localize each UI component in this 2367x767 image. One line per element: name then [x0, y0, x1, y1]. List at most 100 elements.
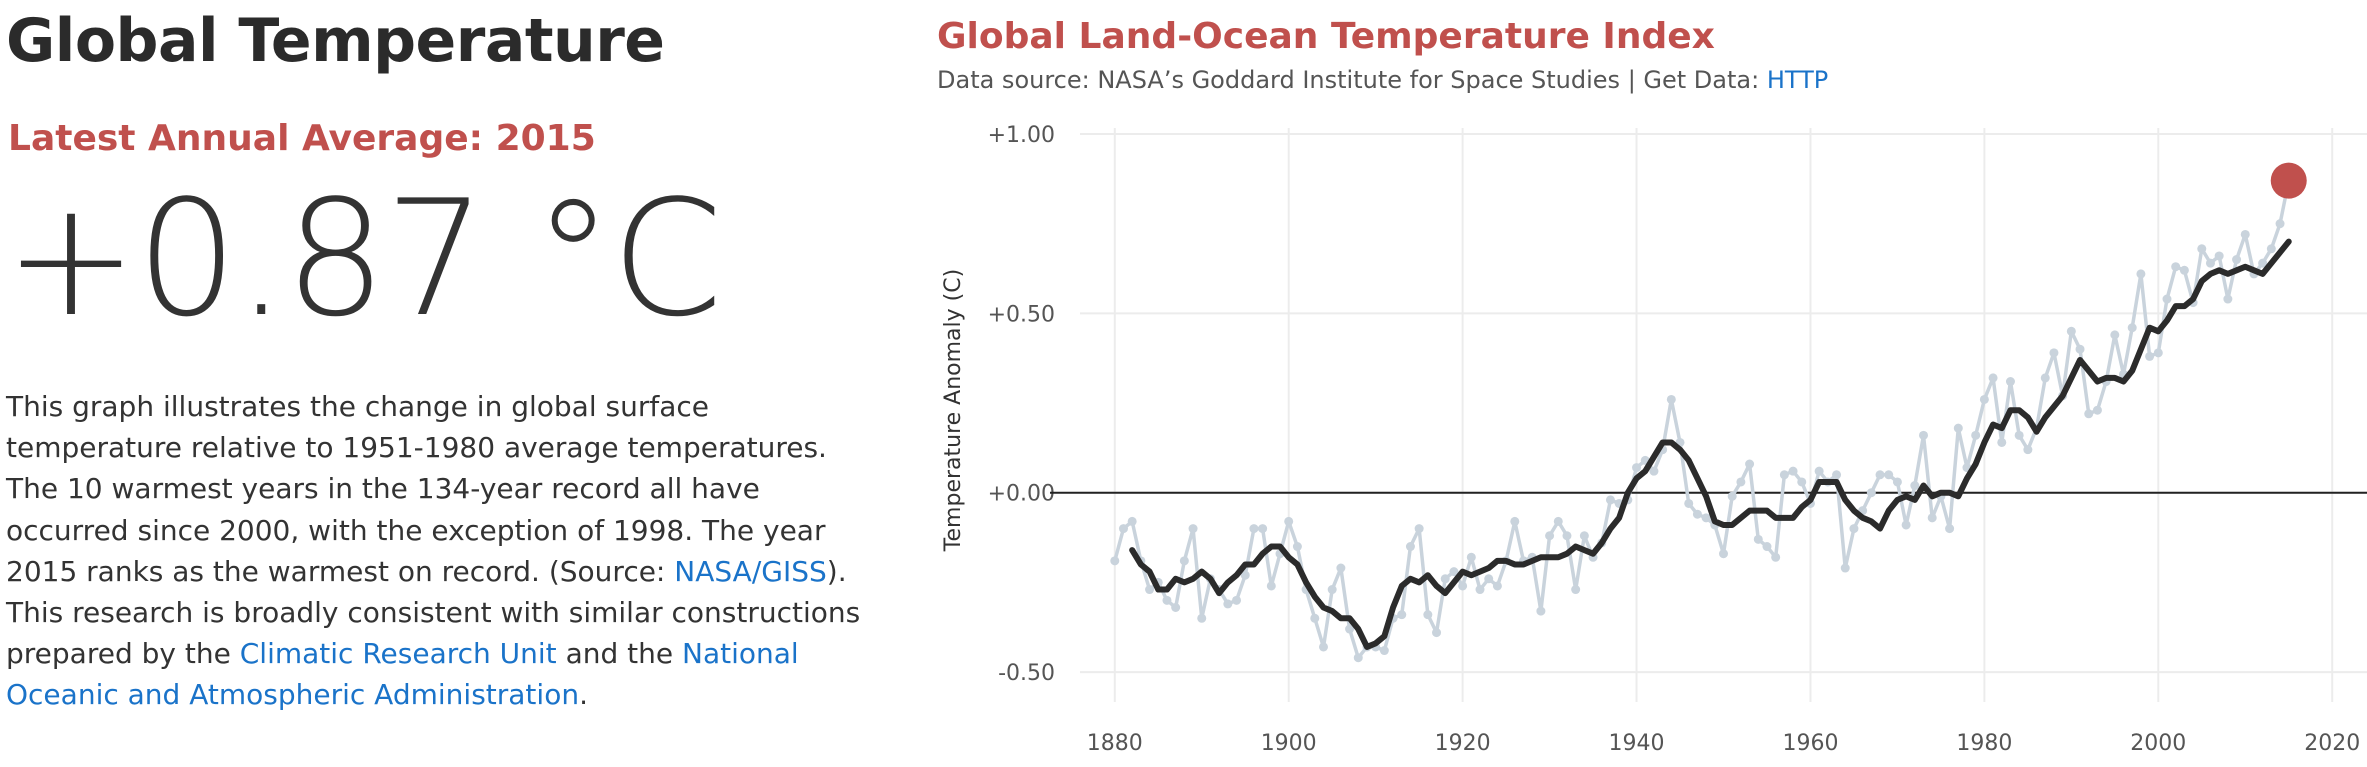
- annual-point-1979: [1971, 430, 1981, 440]
- annual-point-2009: [2232, 255, 2242, 265]
- annual-point-1918: [1440, 574, 1450, 584]
- annual-point-2012: [2258, 258, 2268, 268]
- annual-point-1923: [1484, 574, 1494, 584]
- annual-point-1980: [1979, 394, 1989, 404]
- annual-point-1940: [1632, 463, 1642, 473]
- noaa-link[interactable]: National Oceanic and Atmospheric Adminis…: [6, 637, 799, 712]
- annual-point-1991: [2075, 344, 2085, 354]
- annual-point-1964: [1840, 563, 1850, 573]
- annual-point-1898: [1266, 581, 1276, 591]
- annual-point-1955: [1762, 542, 1772, 552]
- annual-point-1917: [1432, 628, 1442, 638]
- annual-point-1958: [1788, 466, 1798, 476]
- annual-point-1957: [1779, 470, 1789, 480]
- annual-point-2006: [2205, 258, 2215, 268]
- summary-panel: Global Temperature Latest Annual Average…: [0, 0, 900, 767]
- annual-point-1889: [1188, 524, 1198, 534]
- smoothed-series: [1129, 238, 2292, 650]
- annual-point-1913: [1397, 610, 1407, 620]
- annual-point-1905: [1327, 585, 1337, 595]
- annual-point-1930: [1545, 531, 1555, 541]
- y-tick-label-2: +0.00: [988, 482, 1055, 507]
- annual-point-1914: [1405, 542, 1415, 552]
- annual-point-2002: [2171, 262, 2181, 272]
- description-text-2: ). This research is broadly consistent w…: [6, 554, 861, 671]
- x-tick-label-1880: 1880: [1087, 731, 1143, 756]
- annual-point-1942: [1649, 466, 1659, 476]
- annual-point-1916: [1423, 610, 1433, 620]
- annual-point-1920: [1458, 581, 1468, 591]
- annual-point-1946: [1684, 498, 1694, 508]
- annual-point-1998: [2136, 269, 2146, 279]
- annual-point-1970: [1892, 477, 1902, 487]
- annual-point-1988: [2049, 348, 2059, 358]
- annual-point-1886: [1162, 595, 1172, 605]
- annual-point-1894: [1232, 595, 1242, 605]
- latest-annual-average-label: Latest Annual Average: 2015: [8, 118, 596, 159]
- annual-point-1972: [1910, 481, 1920, 491]
- annual-point-1922: [1475, 585, 1485, 595]
- annual-point-1973: [1919, 430, 1929, 440]
- latest-temperature-value: +0.87 °C: [4, 165, 723, 352]
- annual-point-1880: [1110, 556, 1120, 566]
- latest-year-highlight-point: [2270, 162, 2307, 199]
- annual-point-1987: [2040, 373, 2050, 383]
- highlight-layer: [2270, 162, 2307, 199]
- y-tick-label-1: +0.50: [988, 302, 1055, 327]
- annual-point-1999: [2145, 351, 2155, 361]
- annual-point-1933: [1571, 585, 1581, 595]
- climatic-research-unit-link[interactable]: Climatic Research Unit: [239, 637, 557, 671]
- annual-point-1961: [1814, 466, 1824, 476]
- annual-point-2001: [2162, 294, 2172, 304]
- annual-point-1911: [1379, 646, 1389, 656]
- annual-point-1976: [1945, 524, 1955, 534]
- x-tick-label-2020: 2020: [2304, 731, 2360, 756]
- annual-point-1990: [2066, 326, 2076, 336]
- temperature-line-chart: 1880 1900 1920 1940 1960 1980 2000 2020 +1.00 +0.…: [941, 123, 2367, 756]
- y-tick-label-0: +1.00: [988, 123, 1055, 148]
- annual-point-2014: [2275, 219, 2285, 229]
- chart-title: Global Land-Ocean Temperature Index: [937, 16, 1715, 57]
- annual-point-1890: [1197, 613, 1207, 623]
- annual-point-1904: [1318, 642, 1328, 652]
- annual-point-1967: [1866, 488, 1876, 498]
- annual-point-1929: [1536, 606, 1546, 616]
- page-title: Global Temperature: [6, 6, 665, 76]
- five-year-mean-line: [1129, 238, 2292, 650]
- annual-point-1969: [1884, 470, 1894, 480]
- annual-point-1907: [1345, 624, 1355, 634]
- annual-point-1983: [2005, 377, 2015, 387]
- annual-point-1965: [1849, 524, 1859, 534]
- annual-point-1951: [1727, 491, 1737, 501]
- annual-point-2013: [2266, 244, 2276, 254]
- annual-point-1997: [2127, 323, 2137, 333]
- annual-point-1934: [1579, 531, 1589, 541]
- x-tick-label-1960: 1960: [1782, 731, 1838, 756]
- annual-point-1948: [1701, 513, 1711, 523]
- annual-point-1915: [1414, 524, 1424, 534]
- annual-point-2008: [2223, 294, 2233, 304]
- annual-point-1906: [1336, 563, 1346, 573]
- annual-point-1981: [1988, 373, 1998, 383]
- nasa-giss-link[interactable]: NASA/GISS: [674, 554, 827, 588]
- annual-point-2005: [2197, 244, 2207, 254]
- annual-point-1977: [1953, 423, 1963, 433]
- annual-point-1881: [1118, 524, 1128, 534]
- annual-point-1931: [1553, 516, 1563, 526]
- grid-layer: [1080, 128, 2367, 702]
- annual-point-1896: [1249, 524, 1259, 534]
- chart-source-line: Data source: NASA’s Goddard Institute fo…: [937, 66, 1828, 94]
- annual-point-1903: [1310, 613, 1320, 623]
- x-tick-label-1940: 1940: [1609, 731, 1665, 756]
- annual-point-1882: [1127, 516, 1137, 526]
- get-data-http-link[interactable]: HTTP: [1766, 66, 1829, 94]
- y-axis-title: Temperature Anomaly (C): [941, 269, 966, 552]
- annual-point-1893: [1223, 599, 1233, 609]
- annual-point-2000: [2153, 348, 2163, 358]
- annual-point-1985: [2023, 445, 2033, 455]
- x-tick-label-2000: 2000: [2130, 731, 2186, 756]
- annual-point-1974: [1927, 513, 1937, 523]
- data-source-text: Data source: NASA’s Goddard Institute fo…: [937, 66, 1767, 94]
- annual-point-1884: [1145, 585, 1155, 595]
- annual-point-1897: [1258, 524, 1268, 534]
